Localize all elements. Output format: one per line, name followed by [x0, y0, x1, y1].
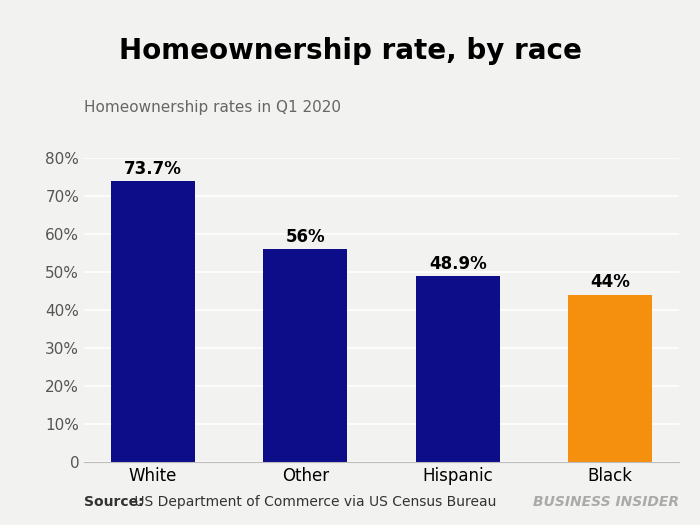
Text: Homeownership rates in Q1 2020: Homeownership rates in Q1 2020 — [84, 100, 341, 115]
Text: 56%: 56% — [286, 228, 325, 246]
Text: 48.9%: 48.9% — [429, 255, 486, 273]
Text: Homeownership rate, by race: Homeownership rate, by race — [118, 37, 582, 65]
Bar — [263, 249, 347, 462]
Text: US Department of Commerce via US Census Bureau: US Department of Commerce via US Census … — [130, 495, 496, 509]
Text: 44%: 44% — [590, 274, 630, 291]
Text: BUSINESS INSIDER: BUSINESS INSIDER — [533, 495, 679, 509]
Text: 73.7%: 73.7% — [124, 161, 182, 179]
Bar — [568, 295, 652, 462]
Bar — [111, 182, 195, 462]
Bar — [416, 276, 500, 462]
Text: Source:: Source: — [84, 495, 144, 509]
